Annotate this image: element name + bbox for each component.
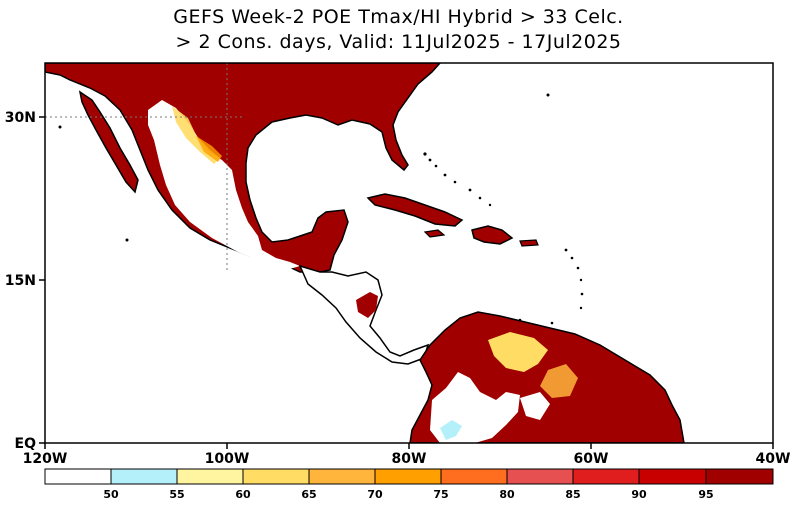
colorbar-label-75: 75 bbox=[433, 488, 448, 501]
colorbar-label-85: 85 bbox=[565, 488, 580, 501]
longitude-axis bbox=[44, 443, 774, 449]
lon-label-100w: 100W bbox=[205, 451, 250, 467]
colorbar bbox=[44, 468, 774, 485]
south-america-orange-patch bbox=[540, 364, 578, 398]
colorbar-swatch-3 bbox=[242, 468, 310, 485]
colorbar-swatch-1 bbox=[110, 468, 178, 485]
colorbar-label-65: 65 bbox=[301, 488, 316, 501]
landmass-north-america bbox=[45, 63, 442, 273]
landmass-baja-california bbox=[78, 90, 139, 194]
colorbar-swatch-0 bbox=[44, 468, 112, 485]
lon-label-120w: 120W bbox=[23, 451, 68, 467]
colorbar-swatch-5 bbox=[374, 468, 442, 485]
mexico-orange-patch bbox=[196, 136, 222, 162]
lat-label-30n: 30N bbox=[5, 110, 36, 126]
landmass-cuba bbox=[366, 193, 464, 227]
colorbar-label-60: 60 bbox=[235, 488, 251, 501]
map-plot-area bbox=[45, 63, 773, 443]
colorbar-label-90: 90 bbox=[631, 488, 647, 501]
latitude-axis bbox=[39, 116, 45, 444]
colorbar-swatch-8 bbox=[572, 468, 640, 485]
lon-label-80w: 80W bbox=[392, 451, 427, 467]
colorbar-swatch-6 bbox=[440, 468, 508, 485]
south-america-white-interior bbox=[520, 392, 550, 420]
small-island-markers bbox=[58, 93, 584, 325]
map-gridlines bbox=[45, 63, 245, 270]
colorbar-swatch-10 bbox=[705, 468, 774, 485]
colorbar-label-80: 80 bbox=[499, 488, 515, 501]
map-title-line2: > 2 Cons. days, Valid: 11Jul2025 - 17Jul… bbox=[175, 31, 622, 53]
south-america-light-blue-patch bbox=[440, 420, 462, 440]
south-america-yellow-area bbox=[488, 332, 548, 372]
colorbar-label-55: 55 bbox=[169, 488, 184, 501]
map-title-line1: GEFS Week-2 POE Tmax/HI Hybrid > 33 Celc… bbox=[173, 6, 624, 28]
colorbar-swatch-9 bbox=[638, 468, 707, 485]
landmass-puerto-rico bbox=[519, 239, 539, 247]
colorbar-label-70: 70 bbox=[367, 488, 383, 501]
colorbar-swatch-7 bbox=[506, 468, 574, 485]
lon-label-40w: 40W bbox=[756, 451, 791, 467]
colorbar-label-95: 95 bbox=[698, 488, 713, 501]
landmass-hispaniola bbox=[471, 225, 514, 245]
lat-label-eq: EQ bbox=[15, 436, 37, 452]
central-america-red-areas bbox=[356, 292, 378, 318]
lon-label-60w: 60W bbox=[574, 451, 609, 467]
lat-label-15n: 15N bbox=[5, 273, 36, 289]
mexico-low-probability-area bbox=[148, 100, 300, 270]
colorbar-swatch-2 bbox=[176, 468, 244, 485]
colorbar-label-50: 50 bbox=[103, 488, 119, 501]
colorbar-swatch-4 bbox=[308, 468, 376, 485]
landmass-jamaica bbox=[423, 229, 446, 238]
